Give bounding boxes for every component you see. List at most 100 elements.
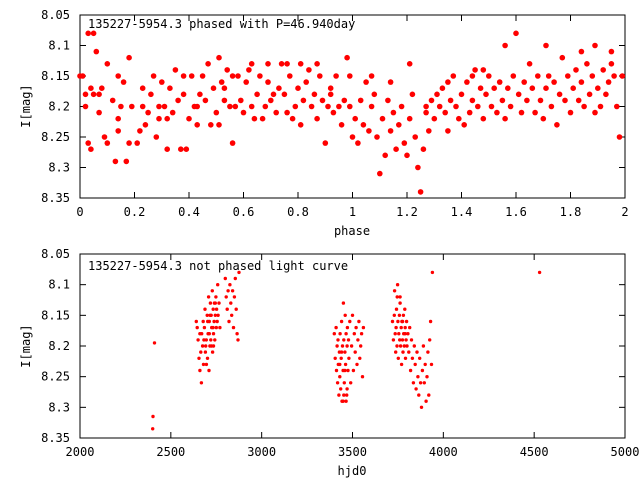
data-point bbox=[96, 109, 102, 116]
data-point bbox=[338, 362, 342, 367]
data-point bbox=[611, 73, 617, 79]
raw-plot: 135227-5954.3 not phased light curve hjd… bbox=[19, 247, 639, 478]
data-point bbox=[392, 289, 397, 293]
y-tick-label: 8.1 bbox=[48, 278, 70, 292]
data-point bbox=[403, 332, 407, 336]
data-point bbox=[93, 48, 100, 55]
data-point bbox=[395, 344, 399, 348]
y-tick-label: 8.05 bbox=[41, 247, 70, 261]
data-point bbox=[447, 97, 454, 104]
data-point bbox=[203, 350, 208, 354]
data-point bbox=[169, 109, 176, 116]
data-point bbox=[496, 79, 503, 85]
x-tick-label: 2000 bbox=[66, 445, 95, 459]
data-point bbox=[196, 338, 200, 342]
raw-plot-xlabel: hjd0 bbox=[338, 464, 367, 478]
data-point bbox=[551, 79, 557, 85]
data-point bbox=[218, 79, 225, 85]
data-point bbox=[109, 97, 116, 104]
data-point bbox=[259, 115, 266, 122]
x-tick-label: 0.6 bbox=[233, 205, 255, 219]
data-point bbox=[442, 109, 449, 116]
data-point bbox=[126, 54, 132, 61]
data-point bbox=[90, 91, 97, 98]
data-point bbox=[297, 122, 304, 128]
data-point bbox=[330, 109, 337, 116]
data-point bbox=[368, 73, 375, 79]
data-point bbox=[480, 67, 487, 73]
data-point bbox=[211, 332, 216, 336]
data-point bbox=[417, 393, 421, 397]
data-point bbox=[197, 91, 203, 98]
data-point bbox=[537, 270, 542, 275]
data-point bbox=[161, 103, 168, 110]
data-point bbox=[343, 362, 348, 367]
data-point bbox=[229, 73, 236, 79]
data-point bbox=[199, 381, 204, 385]
data-point bbox=[228, 283, 232, 287]
x-tick-label: 1 bbox=[349, 205, 356, 219]
data-point bbox=[342, 393, 346, 397]
data-point bbox=[397, 332, 401, 336]
data-point bbox=[421, 344, 426, 348]
data-point bbox=[491, 85, 498, 91]
data-point bbox=[350, 313, 355, 317]
data-point bbox=[420, 368, 425, 373]
data-point bbox=[619, 73, 626, 79]
data-point bbox=[338, 122, 345, 128]
data-point bbox=[537, 97, 544, 104]
data-point bbox=[202, 325, 207, 330]
data-point bbox=[172, 67, 179, 73]
data-point bbox=[409, 338, 414, 342]
data-point bbox=[339, 350, 344, 354]
data-point bbox=[406, 332, 410, 336]
data-point bbox=[159, 79, 165, 85]
phased-plot-x-ticks: 0 0.2 0.4 0.6 0.8 1 1.2 1.4 1.6 1.8 2 bbox=[76, 15, 629, 219]
data-point bbox=[273, 109, 280, 116]
data-point bbox=[355, 362, 359, 367]
data-point bbox=[229, 140, 236, 146]
data-point bbox=[407, 350, 411, 354]
data-point bbox=[221, 97, 228, 104]
data-point bbox=[210, 350, 215, 354]
x-tick-label: 1.4 bbox=[451, 205, 473, 219]
data-point bbox=[401, 350, 405, 354]
data-point bbox=[366, 128, 372, 134]
data-point bbox=[456, 115, 462, 122]
data-point bbox=[317, 73, 323, 79]
data-point bbox=[488, 103, 495, 110]
data-point bbox=[349, 134, 356, 140]
data-point bbox=[426, 350, 430, 354]
data-point bbox=[360, 375, 365, 379]
data-point bbox=[201, 319, 205, 324]
data-point bbox=[405, 344, 409, 348]
data-point bbox=[339, 356, 343, 360]
data-point bbox=[126, 140, 132, 146]
x-tick-label: 2500 bbox=[156, 445, 185, 459]
data-point bbox=[408, 325, 412, 330]
data-point bbox=[417, 189, 424, 195]
data-point bbox=[379, 115, 386, 122]
data-point bbox=[208, 313, 212, 317]
data-point bbox=[414, 387, 418, 391]
y-tick-label: 8.35 bbox=[41, 191, 70, 205]
data-point bbox=[265, 79, 271, 85]
data-point bbox=[347, 73, 353, 79]
data-point bbox=[377, 170, 383, 177]
data-point bbox=[556, 91, 563, 98]
data-point bbox=[248, 61, 255, 67]
data-point bbox=[334, 325, 338, 330]
data-point bbox=[336, 103, 342, 110]
data-point bbox=[404, 319, 409, 324]
data-point bbox=[229, 301, 233, 305]
data-point bbox=[371, 91, 378, 98]
data-point bbox=[235, 73, 241, 79]
data-point bbox=[584, 61, 590, 67]
phased-plot-title: 135227-5954.3 phased with P=46.940day bbox=[88, 17, 355, 31]
data-point bbox=[505, 85, 511, 91]
phased-plot-xlabel: phase bbox=[334, 224, 370, 238]
data-point bbox=[344, 332, 348, 336]
data-point bbox=[401, 313, 406, 317]
data-point bbox=[401, 140, 408, 146]
